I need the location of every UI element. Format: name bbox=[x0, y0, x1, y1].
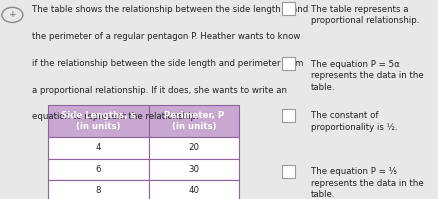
Text: 6: 6 bbox=[95, 165, 101, 174]
FancyBboxPatch shape bbox=[283, 109, 295, 122]
Text: +: + bbox=[9, 10, 16, 20]
FancyBboxPatch shape bbox=[48, 137, 148, 159]
Text: The constant of
proportionality is ½.: The constant of proportionality is ½. bbox=[311, 111, 398, 132]
Text: the perimeter of a regular pentagon P. Heather wants to know: the perimeter of a regular pentagon P. H… bbox=[32, 32, 300, 41]
Text: 20: 20 bbox=[188, 143, 199, 152]
Text: if the relationship between the side length and perimeter form: if the relationship between the side len… bbox=[32, 59, 303, 68]
Text: 4: 4 bbox=[95, 143, 101, 152]
Text: equation to represent the relationship.: equation to represent the relationship. bbox=[32, 112, 198, 121]
Text: The equation P = ⅕
represents the data in the
table.: The equation P = ⅕ represents the data i… bbox=[311, 167, 424, 199]
Text: a proportional relationship. If it does, she wants to write an: a proportional relationship. If it does,… bbox=[32, 86, 286, 95]
Text: The table represents a
proportional relationship.: The table represents a proportional rela… bbox=[311, 5, 419, 25]
FancyBboxPatch shape bbox=[283, 165, 295, 178]
FancyBboxPatch shape bbox=[48, 180, 148, 199]
Text: 8: 8 bbox=[95, 186, 101, 195]
FancyBboxPatch shape bbox=[283, 2, 295, 16]
Text: 40: 40 bbox=[188, 186, 199, 195]
FancyBboxPatch shape bbox=[148, 159, 239, 180]
FancyBboxPatch shape bbox=[148, 105, 239, 137]
Text: Perimeter, P
(in units): Perimeter, P (in units) bbox=[164, 111, 224, 132]
FancyBboxPatch shape bbox=[48, 159, 148, 180]
FancyBboxPatch shape bbox=[148, 180, 239, 199]
FancyBboxPatch shape bbox=[148, 137, 239, 159]
Text: 30: 30 bbox=[188, 165, 199, 174]
FancyBboxPatch shape bbox=[283, 57, 295, 70]
Text: Side Lengths, s
(in units): Side Lengths, s (in units) bbox=[61, 111, 136, 132]
Text: The table shows the relationship between the side length α and: The table shows the relationship between… bbox=[32, 5, 308, 14]
FancyBboxPatch shape bbox=[48, 105, 148, 137]
Text: The equation P = 5α
represents the data in the
table.: The equation P = 5α represents the data … bbox=[311, 60, 424, 92]
